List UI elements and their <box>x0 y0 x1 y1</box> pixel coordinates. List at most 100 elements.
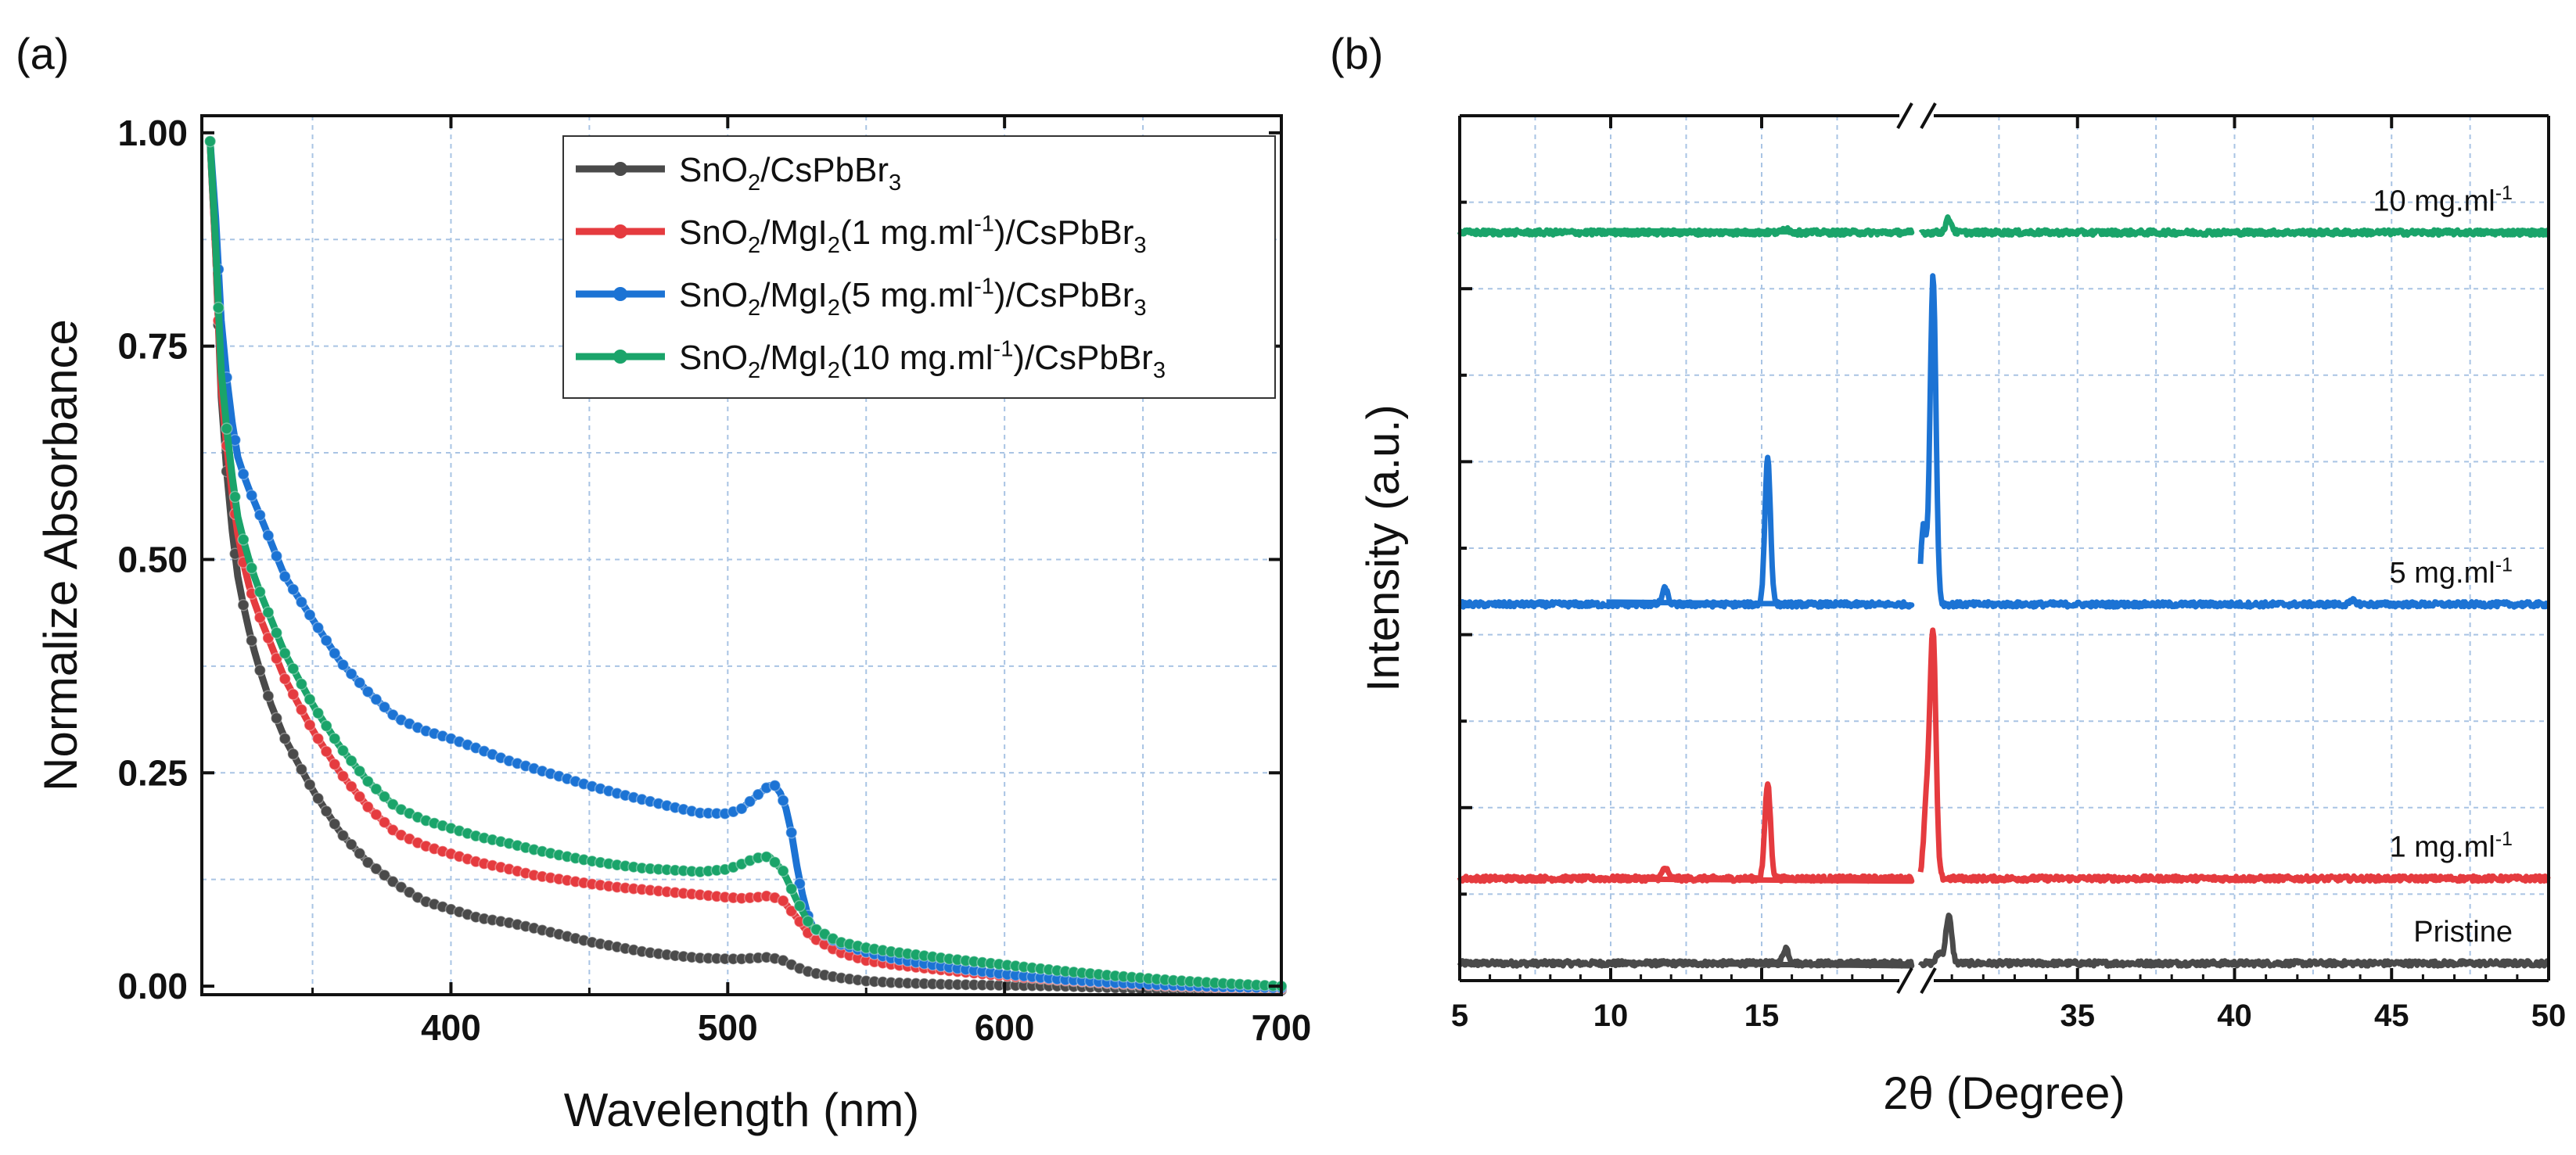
x-tick-label: 35 <box>2060 999 2096 1033</box>
data-point <box>304 608 316 622</box>
legend-marker <box>613 350 627 364</box>
data-point <box>785 826 798 839</box>
legend-marker <box>613 287 627 301</box>
data-point <box>262 606 275 619</box>
y-axis-label: Intensity (a.u.) <box>1358 404 1409 691</box>
xrd-series-label: 10 mg.ml-1 <box>2373 182 2513 217</box>
data-point <box>378 869 391 881</box>
data-point <box>320 634 332 647</box>
data-point <box>311 732 325 745</box>
x-tick-label: 600 <box>975 1007 1035 1048</box>
data-point <box>278 570 291 583</box>
data-point <box>768 855 781 869</box>
xrd-series-label-part: 10 mg.ml <box>2373 185 2495 217</box>
data-point <box>320 719 332 733</box>
legend-label-part: 2 <box>748 170 760 195</box>
data-point <box>304 778 316 791</box>
data-point <box>295 678 308 690</box>
data-point <box>336 744 350 757</box>
legend-label-part: SnO <box>679 151 748 189</box>
data-point <box>262 529 275 542</box>
xrd-series-3: 5 mg.ml-1 <box>1457 273 2550 610</box>
data-point <box>345 838 357 851</box>
plot-frame <box>200 114 1283 996</box>
data-point <box>287 688 300 701</box>
xrd-trace-segment <box>1457 454 1915 610</box>
legend-label-part: -1 <box>993 336 1014 361</box>
data-point <box>361 775 375 787</box>
data-point <box>802 915 814 927</box>
x-tick-label: 400 <box>421 1007 481 1048</box>
data-point <box>262 690 275 702</box>
xrd-trace-segment <box>1457 944 1915 969</box>
y-tick-label: 1.00 <box>117 113 188 153</box>
xrd-series-label: 5 mg.ml-1 <box>2390 554 2513 589</box>
data-point <box>295 703 308 716</box>
xrd-trace-segment <box>1918 214 2550 239</box>
legend-label-part: (1 mg.ml <box>840 213 974 252</box>
data-point <box>329 758 341 771</box>
legend-entry: SnO2/MgI2(10 mg.ml-1)/CsPbBr3 <box>576 336 1166 383</box>
xrd-series-4: 10 mg.ml-1 <box>1457 182 2550 239</box>
data-point <box>760 850 773 863</box>
data-point <box>336 769 350 783</box>
legend-label-part: /MgI <box>760 339 828 377</box>
legend-entry: SnO2/MgI2(1 mg.ml-1)/CsPbBr3 <box>576 211 1147 258</box>
data-point <box>212 301 225 314</box>
y-tick-label: 0.25 <box>117 752 188 793</box>
xrd-trace-segment <box>1457 781 1915 884</box>
x-tick-label: 50 <box>2531 999 2567 1033</box>
legend-label-part: 2 <box>828 296 840 321</box>
data-point <box>353 791 366 803</box>
xrd-series-label-part: 1 mg.ml <box>2390 830 2495 863</box>
absorbance-chart: 0.00 0.25 0.50 0.75 1.00 400 500 600 700 Waveleng… <box>34 113 1311 1136</box>
data-point <box>353 847 366 860</box>
data-point <box>345 780 357 793</box>
axis-break-mark <box>1896 102 1913 129</box>
data-point <box>735 802 748 815</box>
data-point <box>336 658 350 671</box>
data-point <box>345 667 357 680</box>
legend-label-part: SnO <box>679 213 748 252</box>
legend-label-part: /CsPbBr <box>760 151 889 189</box>
x-tick-label: 500 <box>698 1007 758 1048</box>
data-point <box>278 673 291 685</box>
xrd-trace-segment <box>1917 913 2551 969</box>
legend-label-part: 3 <box>889 170 901 195</box>
y-tick-label: 0.75 <box>117 326 188 367</box>
legend-label-part: 2 <box>828 358 840 383</box>
data-point <box>237 533 250 546</box>
data-point <box>768 779 781 792</box>
axis-break-mark <box>1920 967 1937 994</box>
data-point <box>353 765 366 777</box>
legend-label-part: (5 mg.ml <box>840 276 974 314</box>
data-point <box>403 886 416 899</box>
legend-label-part: (10 mg.ml <box>840 339 993 377</box>
legend-marker <box>613 224 627 239</box>
data-point <box>777 794 789 807</box>
data-point <box>370 863 383 875</box>
axis-break-mark <box>1896 967 1913 994</box>
xrd-series-label: Pristine <box>2413 916 2513 949</box>
data-point <box>793 899 807 913</box>
data-point <box>245 634 258 647</box>
y-tick-label: 0.50 <box>117 539 188 579</box>
x-tick-label: 45 <box>2374 999 2409 1033</box>
data-point <box>785 882 798 895</box>
data-point <box>386 875 399 888</box>
legend-box <box>562 135 1276 399</box>
data-point <box>278 732 291 745</box>
data-point <box>777 865 789 877</box>
data-point <box>793 877 807 890</box>
legend-label: SnO2/CsPbBr3 <box>679 151 901 195</box>
x-tick-label: 5 <box>1451 999 1468 1033</box>
data-point <box>320 805 332 818</box>
data-point <box>386 823 399 837</box>
data-point <box>378 791 391 803</box>
xrd-series-label-part: -1 <box>2495 554 2513 576</box>
data-point <box>287 748 300 761</box>
legend-label-part: )/CsPbBr <box>1013 339 1152 377</box>
